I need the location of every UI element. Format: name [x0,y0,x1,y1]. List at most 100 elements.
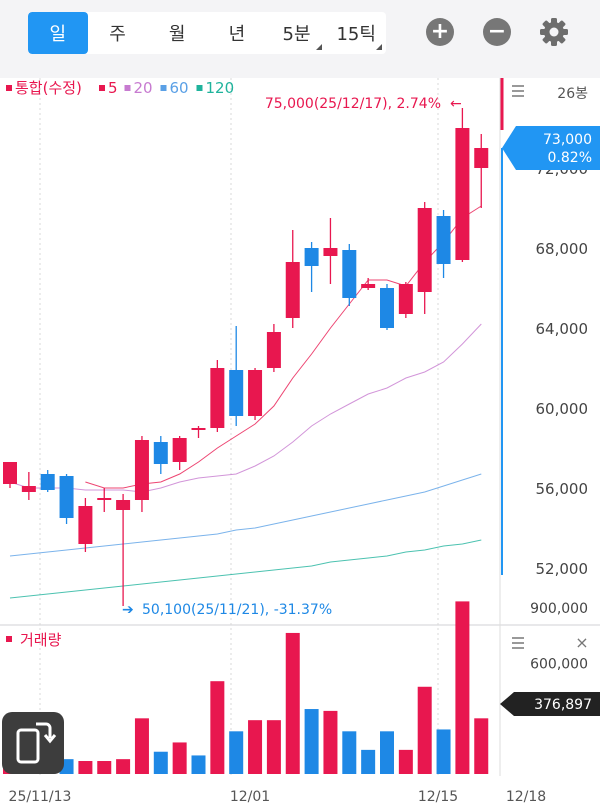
candle [21,472,36,500]
candle-body [116,500,131,510]
low-annotation: 50,100(25/11/21), -31.37% [142,602,332,618]
volume-bar [417,686,432,774]
candle-body [361,284,376,288]
date-tick-label: 12/15 [418,789,458,805]
candle-body [229,370,244,416]
period-tab-4[interactable]: 5분 [267,12,327,54]
candle-body [210,368,225,428]
legend-label: 20 [134,79,153,97]
candle [474,134,489,208]
volume-bar [248,720,263,774]
legend-label: 통합(수정) [15,79,82,97]
volume-bar [380,731,394,774]
volume-legend-swatch [6,636,12,642]
gear-icon[interactable] [536,14,572,50]
volume-bar [361,749,376,774]
candle-body [266,332,281,368]
candle-body [191,428,206,430]
volume-bar [191,755,206,774]
legend: 통합(수정) 5 20 60 120 [6,79,234,97]
rotate-screen-icon [16,722,57,764]
candle-body [285,262,300,318]
candle-body [342,250,357,298]
candle-count-label: 26봉 [557,86,588,102]
legend-swatch [124,85,131,91]
current-volume-tag [500,692,600,717]
period-tab-5[interactable]: 15틱 [326,12,386,54]
volume-bar [78,761,93,774]
toolbar: 일 주 월 년 5분 15틱 + − [0,0,600,78]
legend-label: 60 [170,79,189,97]
date-axis [0,776,600,810]
candle-body [40,474,55,490]
legend-swatch [99,85,105,91]
candle [134,436,149,512]
volume-title: 거래량 [20,631,62,649]
candle-body [134,440,149,500]
price-panel [0,78,500,624]
volume-bar [285,632,300,774]
volume-bar [436,729,451,774]
candle-body [455,128,470,260]
current-volume-value: 376,897 [534,697,592,713]
volume-tick-label: 900,000 [530,601,588,617]
candle [59,474,74,524]
candle [172,436,187,470]
candle-body [3,462,17,484]
date-tick-label: 12/18 [506,789,546,805]
candle-body [380,288,394,328]
minus-circle-icon[interactable]: − [483,18,511,46]
legend-swatch [6,85,12,91]
volume-tick-label: 600,000 [530,657,588,673]
legend-swatch [196,85,203,91]
rotate-screen-button[interactable] [2,712,64,774]
candle [78,498,93,552]
candle [116,494,131,606]
current-price-value: 73,000 [543,132,592,148]
stock-chart[interactable]: 52,00056,00060,00064,00068,00072,00026봉7… [0,78,600,810]
period-tab-1[interactable]: 주 [109,24,126,45]
current-price-tag [502,126,600,170]
candle [285,230,300,328]
volume-bar [304,709,319,774]
candle [342,244,357,306]
period-tab-2[interactable]: 월 [168,24,186,45]
volume-bar [474,718,489,774]
volume-bar [97,761,112,774]
candle-body [153,442,168,464]
candle [266,324,281,372]
candle-body [436,216,451,264]
plus-circle-icon[interactable]: + [426,18,454,46]
date-tick-label: 12/01 [230,789,270,805]
candle [323,218,338,284]
candle-body [474,148,489,168]
ma-line-60 [9,473,482,557]
candle-body [172,438,187,462]
period-tab-0[interactable]: 일 [28,12,88,54]
candle-body [97,498,112,500]
volume-bar [153,751,168,774]
ma-line-5 [85,205,482,489]
candle [398,282,413,318]
ma-line-20 [9,323,482,493]
volume-bar [266,720,281,774]
close-icon: × [575,633,588,652]
price-tick-label: 68,000 [536,240,589,258]
candle [210,360,225,432]
candle-body [248,370,263,416]
candle [153,436,168,474]
candle [3,462,17,488]
menu-icon [512,85,524,97]
candle [248,368,263,420]
candle-body [417,208,432,292]
candle [417,202,432,314]
dropdown-corner-icon [376,44,383,50]
candle-body [323,248,338,256]
price-tick-label: 64,000 [536,320,589,338]
high-arrow-icon: ← [450,96,462,112]
volume-bar [116,759,131,774]
ma-line-120 [9,539,482,599]
period-tab-3[interactable]: 년 [228,24,246,45]
price-tick-label: 56,000 [536,480,589,498]
legend-swatch [160,85,167,91]
